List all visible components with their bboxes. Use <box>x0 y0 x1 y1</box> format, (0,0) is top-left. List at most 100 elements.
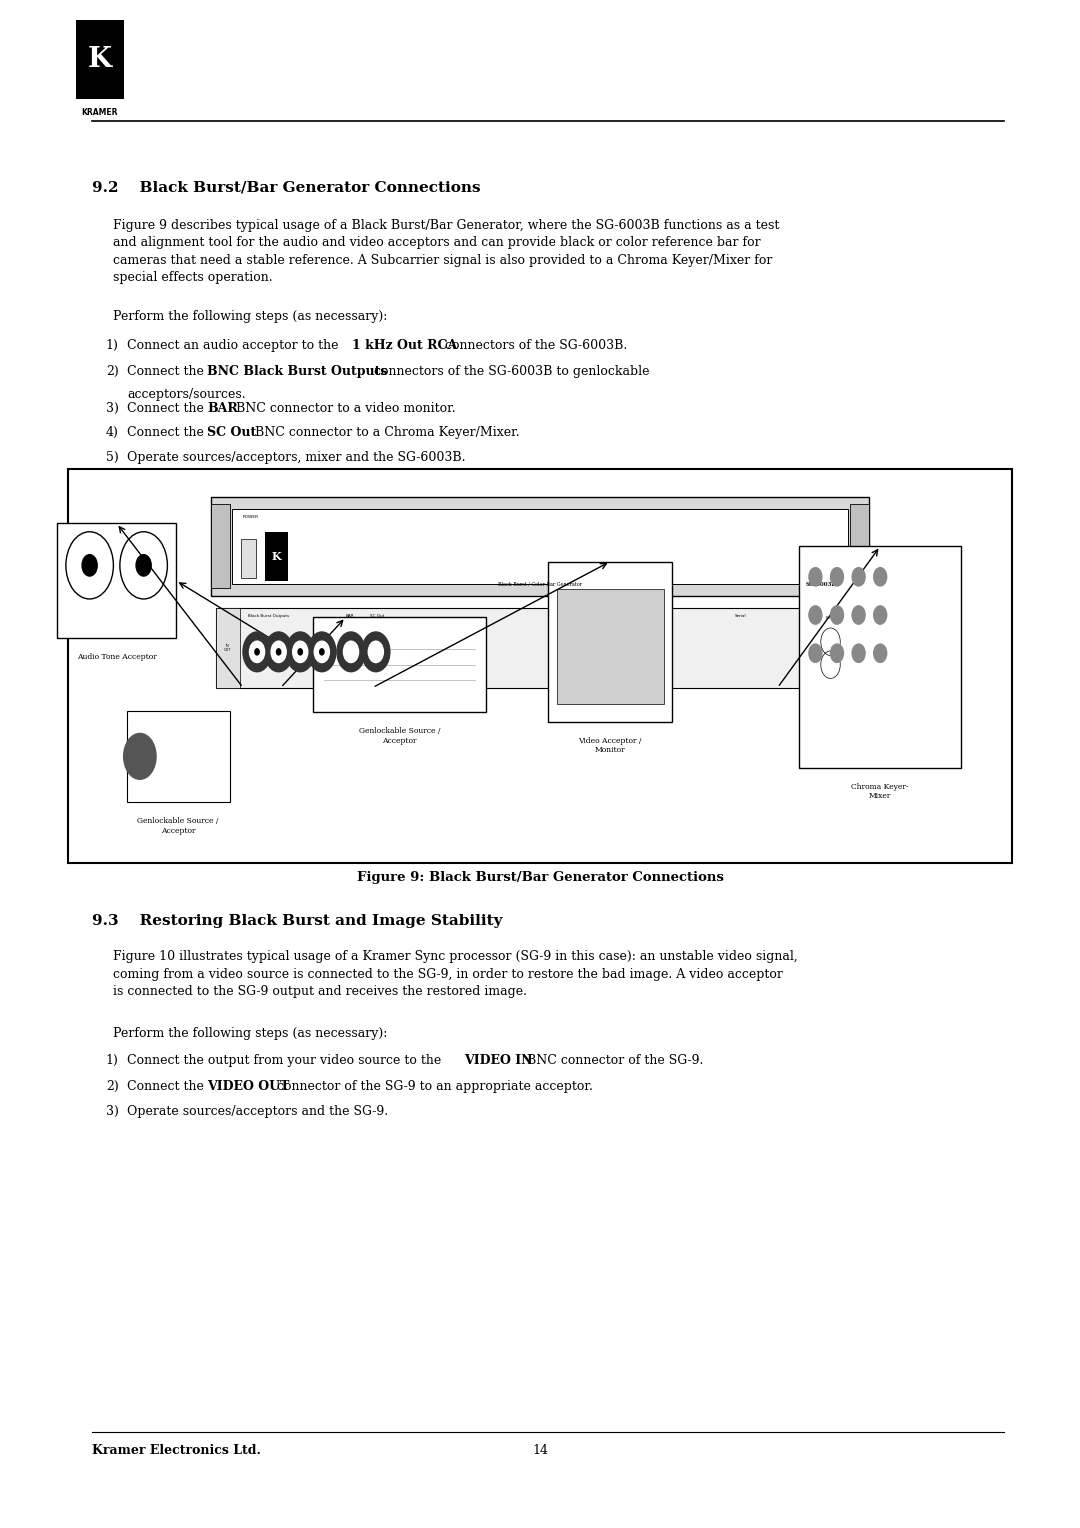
Bar <box>216 608 240 688</box>
Text: Figure 10 illustrates typical usage of a Kramer Sync processor (SG-9 in this cas: Figure 10 illustrates typical usage of a… <box>113 950 798 998</box>
Text: BNC connector of the SG-9.: BNC connector of the SG-9. <box>523 1054 703 1068</box>
Text: Operate sources/acceptors and the SG-9.: Operate sources/acceptors and the SG-9. <box>127 1105 389 1118</box>
Text: SC Out: SC Out <box>207 426 257 440</box>
Text: Chroma Keyer-
Mixer: Chroma Keyer- Mixer <box>851 782 909 801</box>
Circle shape <box>314 642 329 663</box>
Bar <box>241 539 256 578</box>
Text: Connect the: Connect the <box>127 1080 208 1094</box>
Circle shape <box>831 645 843 663</box>
Bar <box>850 504 869 588</box>
Text: Kramer Electronics Ltd.: Kramer Electronics Ltd. <box>92 1444 260 1458</box>
Circle shape <box>852 645 865 663</box>
Circle shape <box>293 642 308 663</box>
Text: Connect the output from your video source to the: Connect the output from your video sourc… <box>127 1054 446 1068</box>
Text: Perform the following steps (as necessary):: Perform the following steps (as necessar… <box>113 1027 388 1041</box>
Text: VIDEO OUT: VIDEO OUT <box>207 1080 289 1094</box>
Circle shape <box>852 567 865 585</box>
Text: 3): 3) <box>106 1105 119 1118</box>
Text: Connect an audio acceptor to the: Connect an audio acceptor to the <box>127 339 343 353</box>
Text: FUSE: FUSE <box>825 616 836 620</box>
Text: 1): 1) <box>106 339 119 353</box>
Text: Connect the: Connect the <box>127 426 208 440</box>
Text: 3): 3) <box>106 402 119 416</box>
Bar <box>805 614 856 681</box>
Text: BNC Black Burst Outputs: BNC Black Burst Outputs <box>207 365 388 379</box>
Circle shape <box>831 567 843 585</box>
Text: acceptors/sources.: acceptors/sources. <box>127 388 246 402</box>
Text: KRAMER: KRAMER <box>82 108 118 118</box>
Bar <box>557 590 663 703</box>
Text: connector of the SG-9 to an appropriate acceptor.: connector of the SG-9 to an appropriate … <box>273 1080 593 1094</box>
Text: BAR: BAR <box>346 614 354 619</box>
Text: BNC connector to a video monitor.: BNC connector to a video monitor. <box>232 402 456 416</box>
Bar <box>211 504 230 588</box>
Text: POWER: POWER <box>243 515 259 520</box>
Text: K: K <box>87 46 112 73</box>
Text: VIDEO IN: VIDEO IN <box>464 1054 532 1068</box>
Circle shape <box>831 605 843 625</box>
Circle shape <box>320 649 324 656</box>
Text: IN
OUT: IN OUT <box>225 643 231 652</box>
Text: Figure 9: Black Burst/Bar Generator Connections: Figure 9: Black Burst/Bar Generator Conn… <box>356 871 724 885</box>
Circle shape <box>308 633 336 672</box>
Bar <box>799 545 961 767</box>
Circle shape <box>337 633 365 672</box>
Circle shape <box>343 642 359 663</box>
Text: 14: 14 <box>532 1444 548 1458</box>
Text: K: K <box>272 550 281 562</box>
Bar <box>265 532 288 581</box>
Text: Black Burst Outputs: Black Burst Outputs <box>248 614 289 619</box>
Circle shape <box>368 642 383 663</box>
Circle shape <box>809 645 822 663</box>
Text: 4): 4) <box>106 426 119 440</box>
Bar <box>127 711 230 802</box>
Circle shape <box>255 649 259 656</box>
Text: 9.2    Black Burst/Bar Generator Connections: 9.2 Black Burst/Bar Generator Connection… <box>92 180 481 194</box>
Bar <box>76 20 124 99</box>
Text: KRAMER: KRAMER <box>269 576 284 581</box>
Text: connectors of the SG-6003B to genlockable: connectors of the SG-6003B to genlockabl… <box>370 365 650 379</box>
Text: 1): 1) <box>106 1054 119 1068</box>
Circle shape <box>276 649 281 656</box>
Circle shape <box>874 567 887 585</box>
Text: 1 kHz Out RCA: 1 kHz Out RCA <box>352 339 457 353</box>
Circle shape <box>874 645 887 663</box>
Circle shape <box>243 633 271 672</box>
Circle shape <box>362 633 390 672</box>
Text: Operate sources/acceptors, mixer and the SG-6003B.: Operate sources/acceptors, mixer and the… <box>127 451 465 465</box>
Text: Video Acceptor /
Monitor: Video Acceptor / Monitor <box>579 738 642 755</box>
Bar <box>68 469 1012 863</box>
Text: Perform the following steps (as necessary):: Perform the following steps (as necessar… <box>113 310 388 324</box>
Text: Genlockable Source /
Acceptor: Genlockable Source / Acceptor <box>137 817 219 834</box>
Circle shape <box>136 555 151 576</box>
Bar <box>232 509 848 584</box>
Circle shape <box>809 567 822 585</box>
Circle shape <box>874 605 887 625</box>
Bar <box>313 617 486 712</box>
Text: Connect the: Connect the <box>127 402 208 416</box>
Circle shape <box>124 733 157 779</box>
Circle shape <box>298 649 302 656</box>
Text: 2): 2) <box>106 1080 119 1094</box>
Text: Figure 9 describes typical usage of a Black Burst/Bar Generator, where the SG-60: Figure 9 describes typical usage of a Bl… <box>113 219 780 284</box>
Text: BNC connector to a Chroma Keyer/Mixer.: BNC connector to a Chroma Keyer/Mixer. <box>251 426 519 440</box>
Text: SG-6003B: SG-6003B <box>806 582 837 587</box>
Circle shape <box>852 605 865 625</box>
Circle shape <box>82 555 97 576</box>
Text: BAR: BAR <box>207 402 238 416</box>
Text: Connect the: Connect the <box>127 365 208 379</box>
Circle shape <box>809 605 822 625</box>
Bar <box>216 608 864 688</box>
Bar <box>548 562 672 723</box>
Text: 9.3    Restoring Black Burst and Image Stability: 9.3 Restoring Black Burst and Image Stab… <box>92 914 502 927</box>
Text: 5): 5) <box>106 451 119 465</box>
Text: Black Burst / Color Bar Generator: Black Burst / Color Bar Generator <box>498 582 582 587</box>
Text: 2): 2) <box>106 365 119 379</box>
Text: SC Out: SC Out <box>370 614 384 619</box>
Circle shape <box>265 633 293 672</box>
Bar <box>211 497 869 596</box>
Text: Serial: Serial <box>734 614 746 619</box>
Bar <box>57 523 176 637</box>
Text: Genlockable Source /
Acceptor: Genlockable Source / Acceptor <box>359 727 441 744</box>
Circle shape <box>249 642 265 663</box>
